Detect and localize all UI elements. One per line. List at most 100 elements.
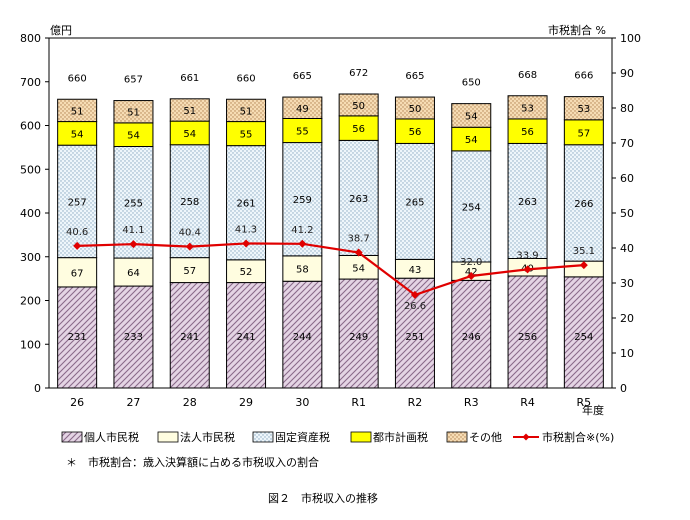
bar-total-label: 660: [68, 73, 87, 84]
bar-value-label-kojin: 249: [349, 332, 368, 343]
ratio-value-label: 40.6: [66, 227, 88, 238]
right-tick-label: 20: [620, 312, 634, 325]
bar-value-label-kotei: 254: [462, 202, 481, 213]
bar-value-label-kotei: 261: [237, 199, 256, 210]
bar-segment-sonota: [507, 95, 548, 120]
legend: 個人市民税 法人市民税 固定資産税 都市計画税 その他 市税割合※(%): [61, 430, 614, 444]
bar-segment-sonota: [226, 98, 267, 123]
bar-value-label-toshi: 56: [352, 124, 365, 135]
bar-value-label-houjin: 54: [352, 263, 365, 274]
bar-value-label-sonota: 54: [465, 111, 478, 122]
bar-value-label-kojin: 233: [124, 332, 143, 343]
bar-value-label-toshi: 56: [521, 127, 534, 138]
right-tick-label: 50: [620, 207, 634, 220]
bar-value-label-houjin: 58: [296, 265, 309, 276]
bar-value-label-toshi: 54: [71, 129, 84, 140]
bar-value-label-kojin: 256: [518, 332, 537, 343]
left-axis-unit: 億円: [50, 24, 72, 37]
bar-value-label-sonota: 51: [240, 106, 253, 117]
figure-caption: 図２ 市税収入の推移: [268, 491, 378, 505]
bar-segment-kojin: [338, 278, 379, 389]
bar-value-label-toshi: 54: [127, 131, 140, 142]
right-tick-label: 100: [620, 32, 641, 45]
bar-value-label-kojin: 241: [237, 332, 256, 343]
bar-segment-kojin: [563, 276, 604, 389]
bar-total-label: 665: [293, 71, 312, 82]
x-tick-label: 30: [295, 396, 309, 409]
bar-segment-sonota: [394, 96, 435, 120]
ratio-value-label: 41.3: [235, 224, 257, 235]
bar-value-label-toshi: 55: [296, 127, 309, 138]
left-tick-label: 400: [20, 207, 41, 220]
bar-value-label-kojin: 244: [293, 332, 312, 343]
ratio-point: [579, 261, 588, 270]
ratio-point: [467, 272, 476, 280]
legend-swatch-kotei: [252, 431, 274, 443]
bar-value-label-sonota: 51: [71, 106, 84, 117]
right-tick-label: 90: [620, 67, 634, 80]
bar-value-label-sonota: 53: [577, 104, 590, 115]
ratio-point: [73, 241, 82, 250]
bar-value-label-toshi: 55: [240, 130, 253, 141]
x-tick-label: R1: [351, 396, 366, 409]
x-tick-label: R3: [464, 396, 479, 409]
ratio-line-path: [77, 242, 584, 297]
bar-segment-houjin: [282, 255, 323, 282]
bar-value-label-toshi: 56: [409, 127, 422, 138]
left-tick-label: 0: [34, 382, 41, 395]
ratio-line: 40.6 41.1 40.4 41.3 41.2 38.7 26.6 32.0 33.9 35.1: [66, 224, 595, 311]
left-tick-label: 200: [20, 295, 41, 308]
bar-segment-sonota: [451, 103, 492, 128]
bar-segment-sonota: [57, 98, 98, 123]
bar-value-label-kojin: 241: [180, 332, 199, 343]
x-tick-label: R4: [520, 396, 535, 409]
bar-total-label: 661: [180, 73, 199, 84]
bar-segment-kotei: [507, 142, 548, 259]
left-tick-label: 100: [20, 338, 41, 351]
bar-segment-sonota: [113, 100, 154, 124]
left-tick-label: 300: [20, 251, 41, 264]
ratio-value-label: 38.7: [348, 234, 370, 245]
ratio-value-label: 40.4: [179, 228, 201, 239]
bar-segment-kotei: [282, 142, 323, 257]
bar-value-label-kotei: 263: [518, 197, 537, 208]
left-tick-label: 500: [20, 163, 41, 176]
legend-label-kojin: 個人市民税: [84, 430, 139, 444]
legend-label-ratio: 市税割合※(%): [542, 430, 614, 444]
legend-marker-ratio: [522, 433, 530, 441]
legend-swatch-kojin: [61, 431, 83, 443]
ratio-point: [185, 242, 194, 251]
bar-segment-houjin: [113, 257, 154, 287]
x-tick-label: 29: [239, 396, 253, 409]
bar-value-label-sonota: 51: [127, 108, 140, 119]
right-tick-label: 70: [620, 137, 634, 150]
bar-value-label-sonota: 53: [521, 103, 534, 114]
bar-segment-kotei: [169, 144, 210, 259]
ratio-point: [410, 290, 419, 299]
bar-value-label-houjin: 67: [71, 268, 84, 279]
x-tick-label: 27: [126, 396, 140, 409]
legend-label-houjin: 法人市民税: [180, 430, 235, 444]
left-tick-label: 700: [20, 76, 41, 89]
x-tick-label: 28: [183, 396, 197, 409]
ratio-value-label: 35.1: [573, 246, 595, 257]
ratio-point: [129, 240, 138, 249]
left-tick-label: 600: [20, 120, 41, 133]
right-axis-unit: 市税割合 %: [548, 23, 606, 37]
right-tick-label: 10: [620, 347, 634, 360]
bar-value-label-kotei: 266: [574, 199, 593, 210]
bar-value-label-kotei: 263: [349, 194, 368, 205]
footnote: ＊ 市税割合：歳入決算額に占める市税収入の割合: [66, 455, 319, 469]
bar-segment-sonota: [563, 96, 604, 121]
bar-segment-sonota: [338, 93, 379, 117]
bar-total-label: 650: [462, 78, 481, 89]
bar-value-label-kojin: 231: [68, 332, 87, 343]
legend-label-toshi: 都市計画税: [373, 430, 428, 444]
x-tick-label: 26: [70, 396, 84, 409]
bar-segment-sonota: [169, 98, 210, 122]
ratio-value-label: 41.1: [122, 225, 144, 236]
bar-total-label: 672: [349, 68, 368, 79]
bar-value-label-sonota: 51: [183, 106, 196, 117]
ratio-value-label: 41.2: [291, 225, 313, 236]
